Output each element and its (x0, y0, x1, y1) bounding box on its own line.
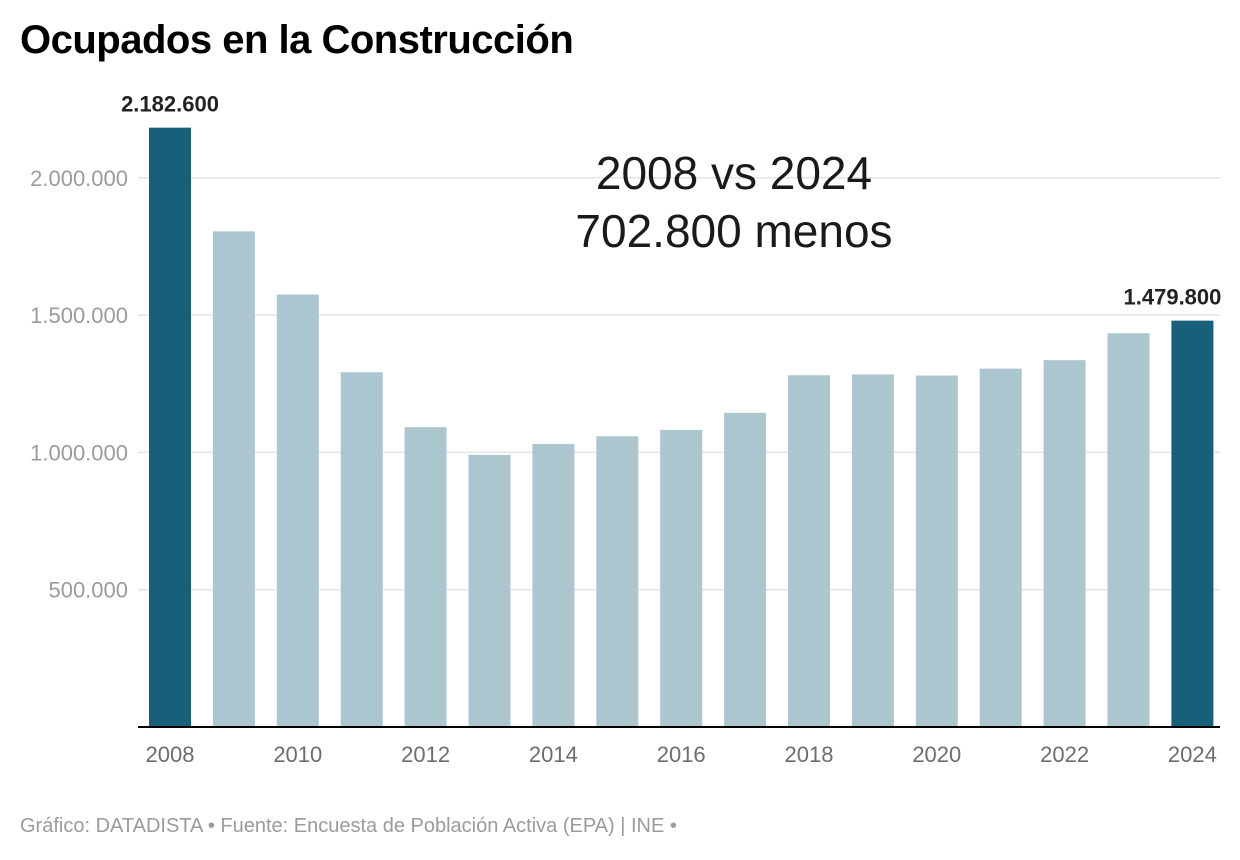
x-tick-label: 2018 (785, 742, 834, 767)
bar-2020 (915, 375, 958, 727)
bar-2022 (1043, 360, 1086, 727)
footer-source: Gráfico: DATADISTA • Fuente: Encuesta de… (20, 815, 677, 837)
x-tick-label: 2022 (1040, 742, 1089, 767)
bars (149, 127, 1214, 728)
bar-2021 (979, 368, 1022, 727)
bar-2014 (532, 443, 575, 727)
bar-2013 (468, 454, 511, 727)
bar-2015 (596, 436, 639, 727)
bar-2012 (404, 427, 447, 727)
x-tick-label: 2008 (146, 742, 195, 767)
bar-2009 (212, 231, 255, 728)
bar-2018 (788, 375, 830, 727)
y-tick-label: 1.500.000 (30, 303, 128, 328)
bar-2019 (851, 374, 894, 727)
annotation-line-2: 702.800 menos (575, 205, 892, 257)
labels: 500.000 1.000.000 1.500.000 2.000.000 2008 20… (30, 92, 1221, 767)
bar-2024 (1171, 320, 1214, 727)
y-tick-label: 2.000.000 (30, 166, 128, 191)
x-tick-label: 2010 (273, 742, 322, 767)
data-label: 2.182.600 (121, 92, 219, 117)
data-label: 1.479.800 (1124, 285, 1222, 310)
bar-2010 (276, 294, 319, 727)
y-tick-label: 500.000 (48, 578, 128, 603)
bar-2008 (149, 127, 191, 728)
x-tick-label: 2014 (529, 742, 578, 767)
x-tick-label: 2024 (1168, 742, 1217, 767)
chart-title: Ocupados en la Construcción (20, 18, 574, 62)
bar-2011 (340, 372, 383, 727)
bar-2023 (1107, 333, 1150, 727)
x-tick-label: 2020 (912, 742, 961, 767)
bar-2016 (660, 429, 703, 727)
annotation-line-1: 2008 vs 2024 (596, 147, 872, 199)
y-tick-label: 1.000.000 (30, 440, 128, 465)
x-tick-label: 2012 (401, 742, 450, 767)
x-tick-label: 2016 (657, 742, 706, 767)
bar-2017 (724, 412, 767, 727)
